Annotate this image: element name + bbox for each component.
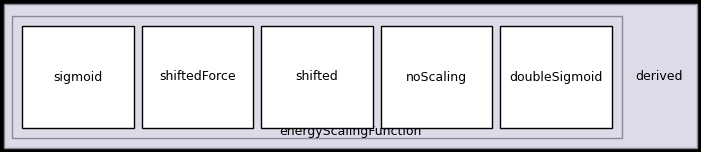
Text: noScaling: noScaling <box>406 71 467 83</box>
FancyBboxPatch shape <box>22 26 134 128</box>
FancyBboxPatch shape <box>12 16 622 138</box>
Text: shiftedForce: shiftedForce <box>159 71 236 83</box>
FancyBboxPatch shape <box>501 26 612 128</box>
Text: sigmoid: sigmoid <box>53 71 102 83</box>
Text: energyScalingFunction: energyScalingFunction <box>279 126 422 138</box>
Text: derived: derived <box>636 71 683 83</box>
Text: shifted: shifted <box>296 71 339 83</box>
Text: doubleSigmoid: doubleSigmoid <box>510 71 603 83</box>
FancyBboxPatch shape <box>4 4 697 148</box>
FancyBboxPatch shape <box>142 26 253 128</box>
FancyBboxPatch shape <box>381 26 492 128</box>
FancyBboxPatch shape <box>261 26 373 128</box>
